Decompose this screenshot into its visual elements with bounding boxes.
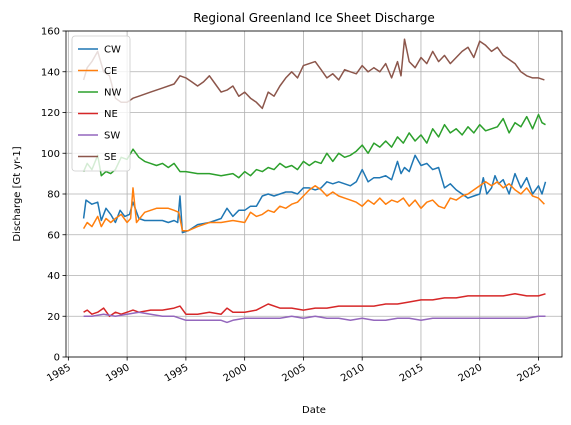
legend-label: CE — [104, 66, 117, 77]
legend-label: CW — [104, 45, 121, 56]
series-line-se — [82, 38, 545, 110]
y-tick-label: 60 — [47, 230, 60, 241]
legend-label: SW — [104, 131, 120, 142]
series-line-cw — [82, 154, 547, 234]
series-line-ce — [82, 181, 545, 232]
y-tick-label: 0 — [54, 353, 60, 364]
series-line-sw — [83, 311, 546, 324]
y-tick-label: 100 — [41, 149, 60, 160]
y-tick-label: 40 — [47, 271, 60, 282]
y-axis-label: Discharge [Gt yr-1] — [12, 146, 23, 241]
series-lines — [82, 38, 547, 324]
y-tick-label: 160 — [41, 27, 60, 38]
legend-label: NE — [104, 109, 118, 120]
y-tick-label: 120 — [41, 108, 60, 119]
y-tick-label: 20 — [47, 312, 60, 323]
legend-box — [71, 35, 131, 172]
y-tick-label: 140 — [41, 67, 60, 78]
legend-label: SE — [104, 152, 117, 163]
y-axis-ticks: 0 20 40 60 80 100 120 140 160 — [41, 27, 66, 364]
y-tick-label: 80 — [47, 190, 60, 201]
series-line-ne — [83, 293, 546, 318]
legend-label: NW — [104, 88, 121, 99]
x-axis-label: Date — [302, 405, 326, 416]
chart-title: Regional Greenland Ice Sheet Discharge — [193, 11, 435, 25]
legend: CW CE NW NE SW SE — [71, 35, 131, 172]
series-line-nw — [82, 113, 546, 179]
